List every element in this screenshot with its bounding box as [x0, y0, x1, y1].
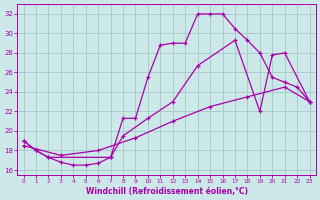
- X-axis label: Windchill (Refroidissement éolien,°C): Windchill (Refroidissement éolien,°C): [85, 187, 248, 196]
